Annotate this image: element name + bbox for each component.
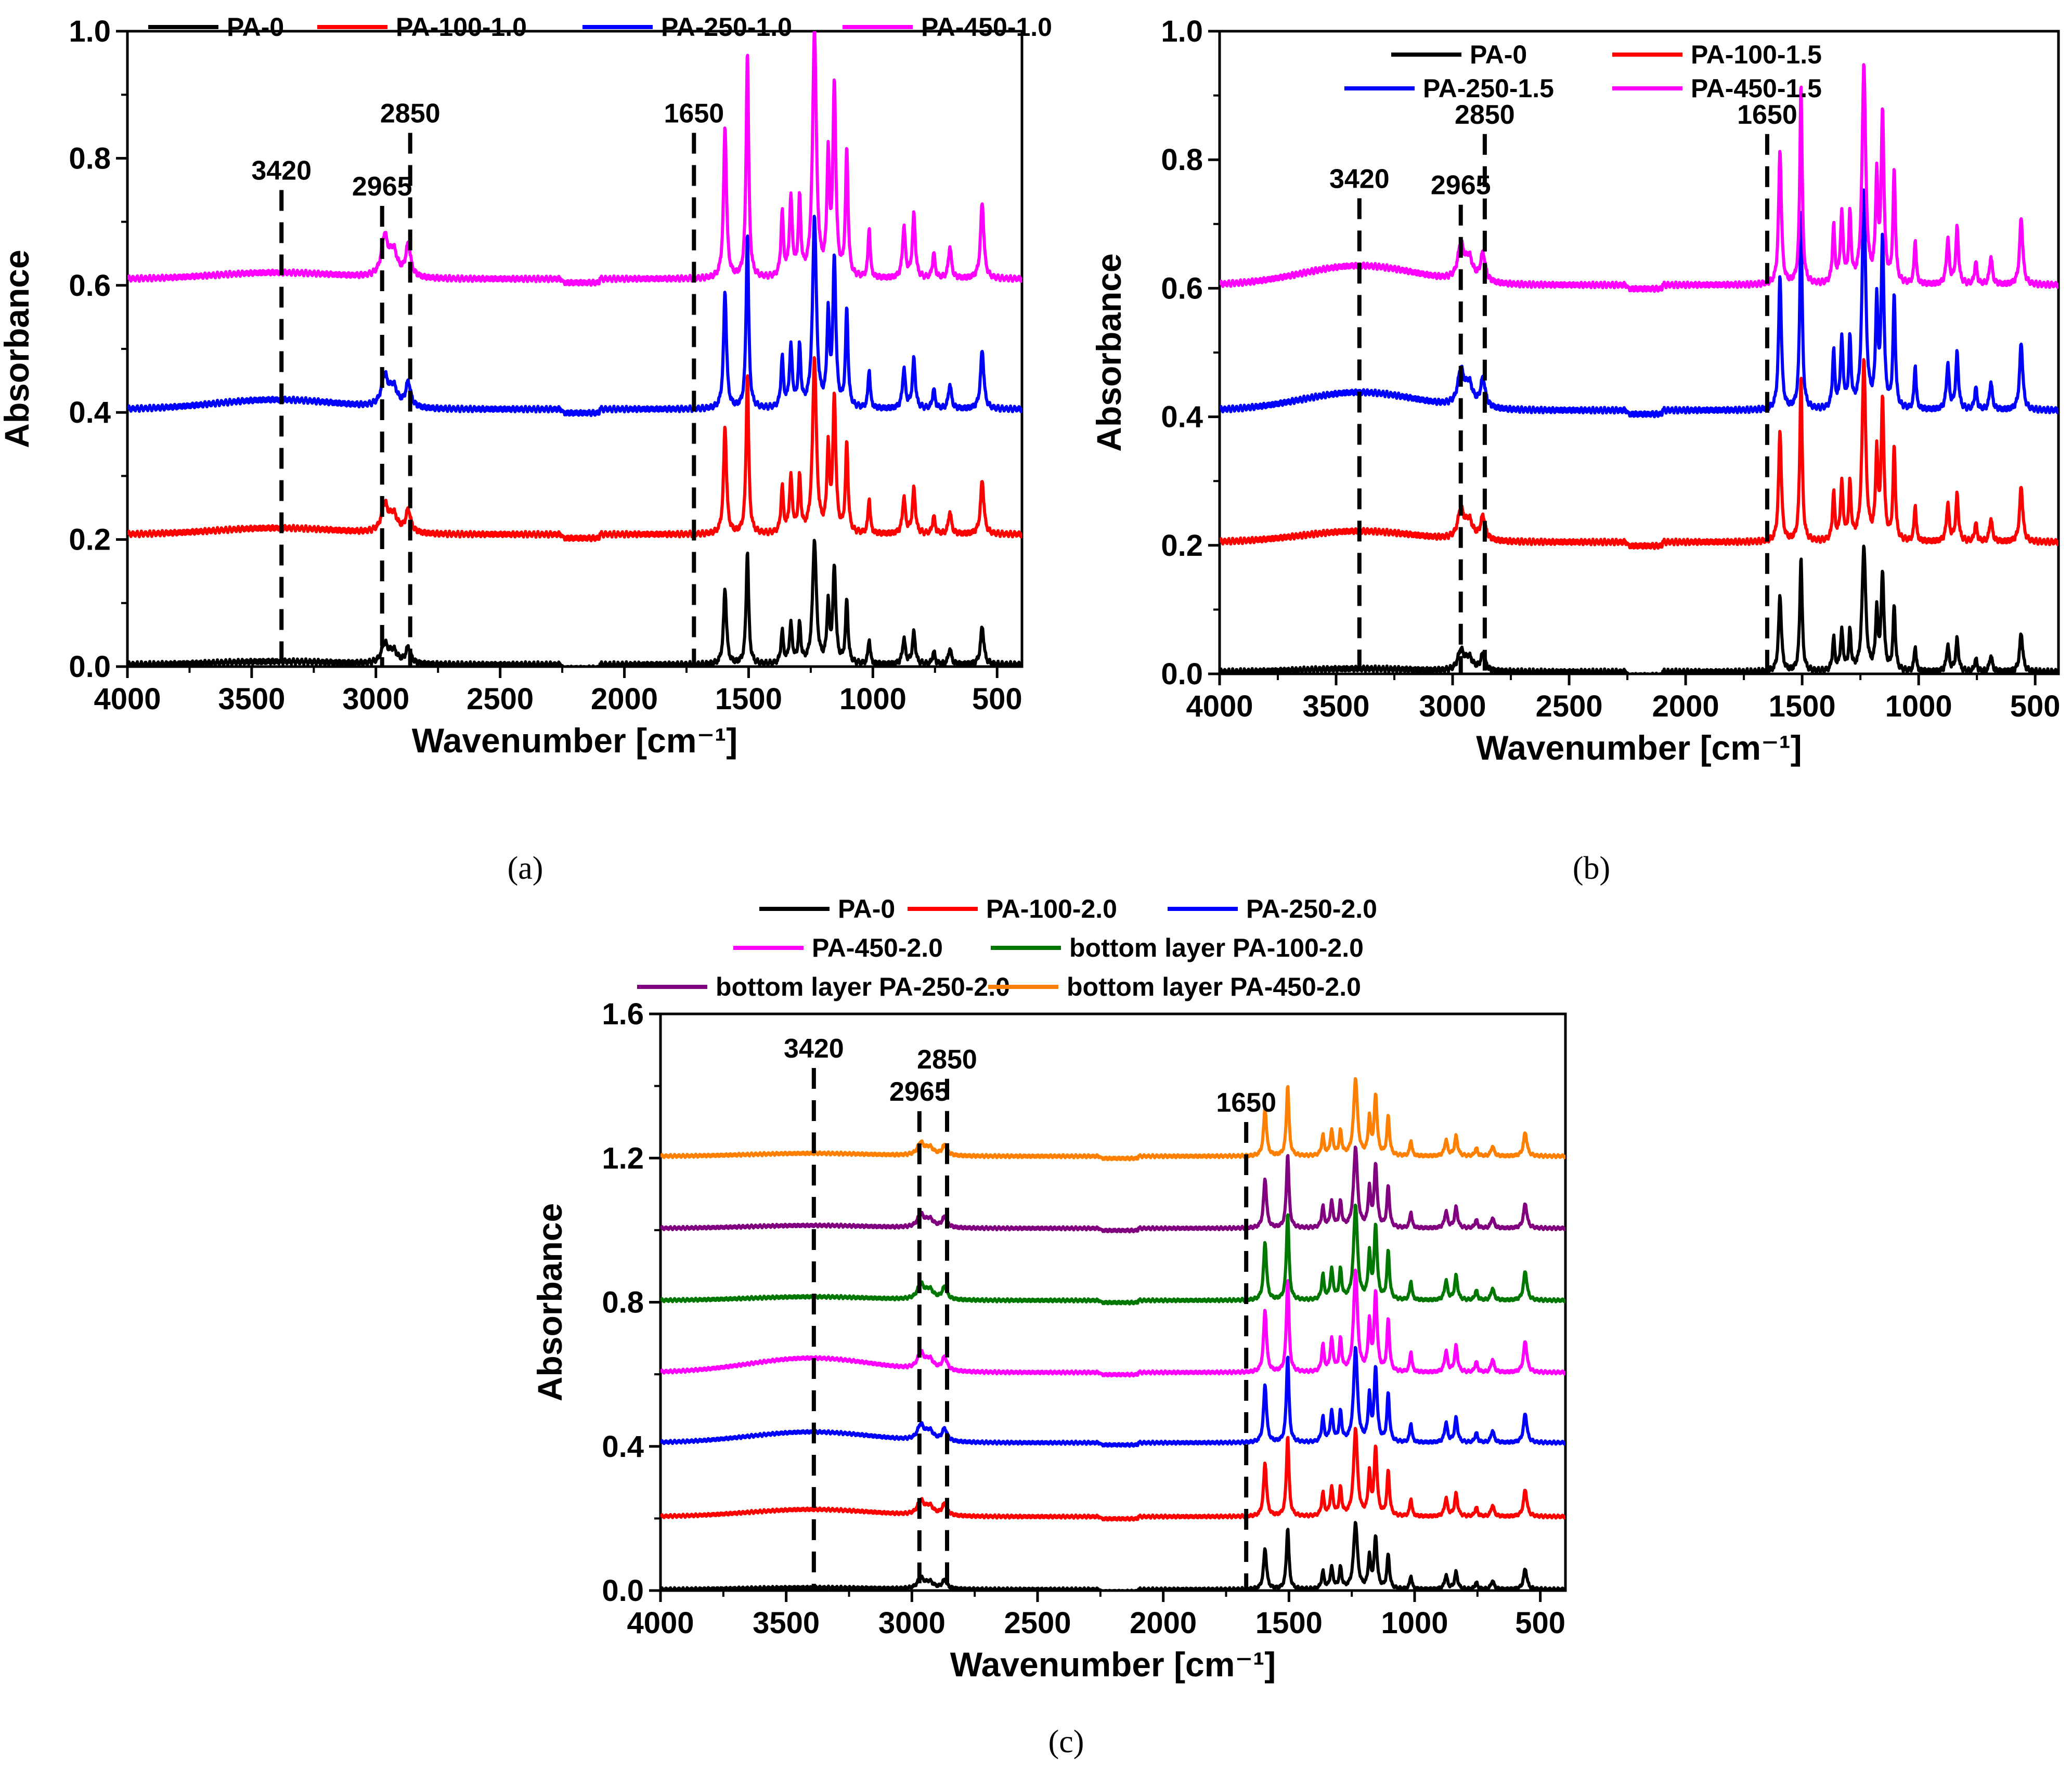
legend-label-b-pa-450-1-5: PA-450-1.5 — [1691, 74, 1822, 103]
series-line-c-bottom-layer-pa-450-2-0 — [661, 1077, 1565, 1162]
legend-label-c-bottom-layer-pa-450-2-0: bottom layer PA-450-2.0 — [1067, 972, 1361, 1001]
x-tick-label-a-1000: 1000 — [839, 682, 906, 716]
caption-c: (c) — [1048, 1724, 1084, 1760]
x-axis-title-c: Wavenumber [cm⁻¹] — [950, 1645, 1276, 1684]
x-axis-title-b: Wavenumber [cm⁻¹] — [1476, 728, 1802, 767]
x-tick-label-c-1000: 1000 — [1381, 1606, 1448, 1640]
y-tick-label-a-0.6: 0.6 — [69, 269, 111, 303]
series-line-c-bottom-layer-pa-100-2-0 — [661, 1203, 1565, 1306]
legend-label-c-bottom-layer-pa-250-2-0: bottom layer PA-250-2.0 — [716, 972, 1010, 1001]
annotation-label-a-2965: 2965 — [352, 172, 412, 202]
y-tick-label-b-0.6: 0.6 — [1161, 271, 1203, 305]
annotation-label-b-2965: 2965 — [1431, 171, 1491, 201]
x-tick-label-b-1000: 1000 — [1885, 689, 1952, 723]
x-tick-label-b-2500: 2500 — [1536, 689, 1603, 723]
legend-label-b-pa-0: PA-0 — [1470, 40, 1527, 69]
panel-c: 4000 3500 3000 2500 2000 1500 1000 500 0.0 0.4 0.8… — [530, 894, 1567, 1684]
y-axis-title-a: Absorbance — [0, 250, 36, 448]
caption-a: (a) — [508, 851, 543, 886]
y-tick-label-a-0.2: 0.2 — [69, 523, 111, 557]
series-line-a-pa-250-1-0 — [127, 215, 1022, 418]
annotation-label-c-2850: 2850 — [917, 1045, 977, 1075]
y-axis-title-c: Absorbance — [530, 1203, 569, 1401]
annotation-label-a-3420: 3420 — [251, 156, 312, 186]
y-tick-label-c-0.0: 0.0 — [602, 1574, 644, 1608]
x-tick-label-c-2000: 2000 — [1130, 1606, 1197, 1640]
x-tick-label-c-500: 500 — [1515, 1606, 1565, 1640]
panel-b: 4000 3500 3000 2500 2000 1500 1000 500 0.0 0.2 0.4… — [1090, 15, 2061, 767]
y-tick-label-b-0.0: 0.0 — [1161, 657, 1203, 691]
series-line-c-pa-100-2-0 — [661, 1427, 1565, 1522]
legend-label-c-pa-0: PA-0 — [838, 894, 895, 923]
y-tick-label-c-0.8: 0.8 — [602, 1286, 644, 1320]
y-tick-label-b-0.8: 0.8 — [1161, 143, 1203, 177]
x-tick-label-b-2000: 2000 — [1652, 689, 1719, 723]
annotation-label-c-2965: 2965 — [889, 1077, 950, 1107]
annotation-label-a-1650: 1650 — [664, 99, 724, 129]
legend-label-a-pa-250-1-0: PA-250-1.0 — [661, 12, 792, 42]
legend-label-b-pa-250-1-5: PA-250-1.5 — [1423, 74, 1554, 103]
x-tick-label-b-3000: 3000 — [1419, 689, 1486, 723]
legend-label-a-pa-0: PA-0 — [227, 12, 284, 42]
x-tick-label-c-2500: 2500 — [1004, 1606, 1071, 1640]
x-tick-label-a-2000: 2000 — [591, 682, 658, 716]
x-tick-label-b-500: 500 — [2010, 689, 2061, 723]
annotation-label-c-1650: 1650 — [1216, 1088, 1276, 1118]
series-line-b-pa-250-1-5 — [1220, 188, 2058, 419]
y-tick-label-c-1.2: 1.2 — [602, 1141, 644, 1175]
annotation-label-c-3420: 3420 — [784, 1034, 844, 1064]
annotation-label-a-2850: 2850 — [380, 99, 441, 129]
caption-b: (b) — [1573, 851, 1610, 886]
x-tick-label-a-500: 500 — [972, 682, 1022, 716]
y-tick-label-a-1.0: 1.0 — [69, 15, 111, 48]
x-tick-label-a-3500: 3500 — [218, 682, 285, 716]
y-tick-label-b-1.0: 1.0 — [1161, 15, 1203, 48]
panel-a: 4000 3500 3000 2500 2000 1500 1000 500 0.0 0.2 0.4… — [0, 12, 1052, 760]
annotation-label-b-2850: 2850 — [1455, 100, 1515, 130]
x-tick-label-b-4000: 4000 — [1186, 689, 1253, 723]
legend-label-b-pa-100-1-5: PA-100-1.5 — [1691, 40, 1822, 69]
legend-label-c-pa-250-2-0: PA-250-2.0 — [1246, 894, 1377, 923]
legend-label-c-bottom-layer-pa-100-2-0: bottom layer PA-100-2.0 — [1069, 933, 1364, 962]
y-tick-label-c-0.4: 0.4 — [602, 1430, 644, 1464]
annotation-label-b-1650: 1650 — [1737, 100, 1797, 130]
series-line-c-pa-0 — [661, 1521, 1565, 1591]
legend-label-a-pa-450-1-0: PA-450-1.0 — [921, 12, 1052, 42]
y-tick-label-c-1.6: 1.6 — [602, 997, 644, 1031]
y-tick-label-a-0.8: 0.8 — [69, 141, 111, 175]
x-tick-label-c-1500: 1500 — [1255, 1606, 1323, 1640]
x-tick-label-b-1500: 1500 — [1769, 689, 1836, 723]
y-tick-label-a-0.0: 0.0 — [69, 650, 111, 684]
legend-label-a-pa-100-1-0: PA-100-1.0 — [396, 12, 527, 42]
x-axis-title-a: Wavenumber [cm⁻¹] — [412, 721, 737, 760]
x-tick-label-c-3500: 3500 — [753, 1606, 820, 1640]
x-tick-label-c-3000: 3000 — [878, 1606, 946, 1640]
y-tick-label-b-0.2: 0.2 — [1161, 529, 1203, 563]
y-tick-label-b-0.4: 0.4 — [1161, 400, 1203, 434]
series-line-c-bottom-layer-pa-250-2-0 — [661, 1145, 1565, 1234]
y-tick-label-a-0.4: 0.4 — [69, 396, 111, 429]
x-tick-label-a-1500: 1500 — [715, 682, 782, 716]
series-line-c-pa-250-2-0 — [661, 1346, 1565, 1448]
series-line-a-pa-450-1-0 — [127, 31, 1022, 287]
x-tick-label-a-4000: 4000 — [94, 682, 161, 716]
series-line-a-pa-100-1-0 — [127, 356, 1022, 542]
x-tick-label-c-4000: 4000 — [627, 1606, 694, 1640]
series-line-c-pa-450-2-0 — [661, 1268, 1565, 1378]
legend-label-c-pa-100-2-0: PA-100-2.0 — [986, 894, 1117, 923]
annotation-label-b-3420: 3420 — [1329, 164, 1390, 194]
x-tick-label-b-3500: 3500 — [1303, 689, 1370, 723]
legend-label-c-pa-450-2-0: PA-450-2.0 — [812, 933, 943, 962]
x-tick-label-a-2500: 2500 — [467, 682, 534, 716]
series-line-a-pa-0 — [127, 539, 1022, 667]
x-tick-label-a-3000: 3000 — [342, 682, 409, 716]
y-axis-title-b: Absorbance — [1090, 253, 1128, 451]
